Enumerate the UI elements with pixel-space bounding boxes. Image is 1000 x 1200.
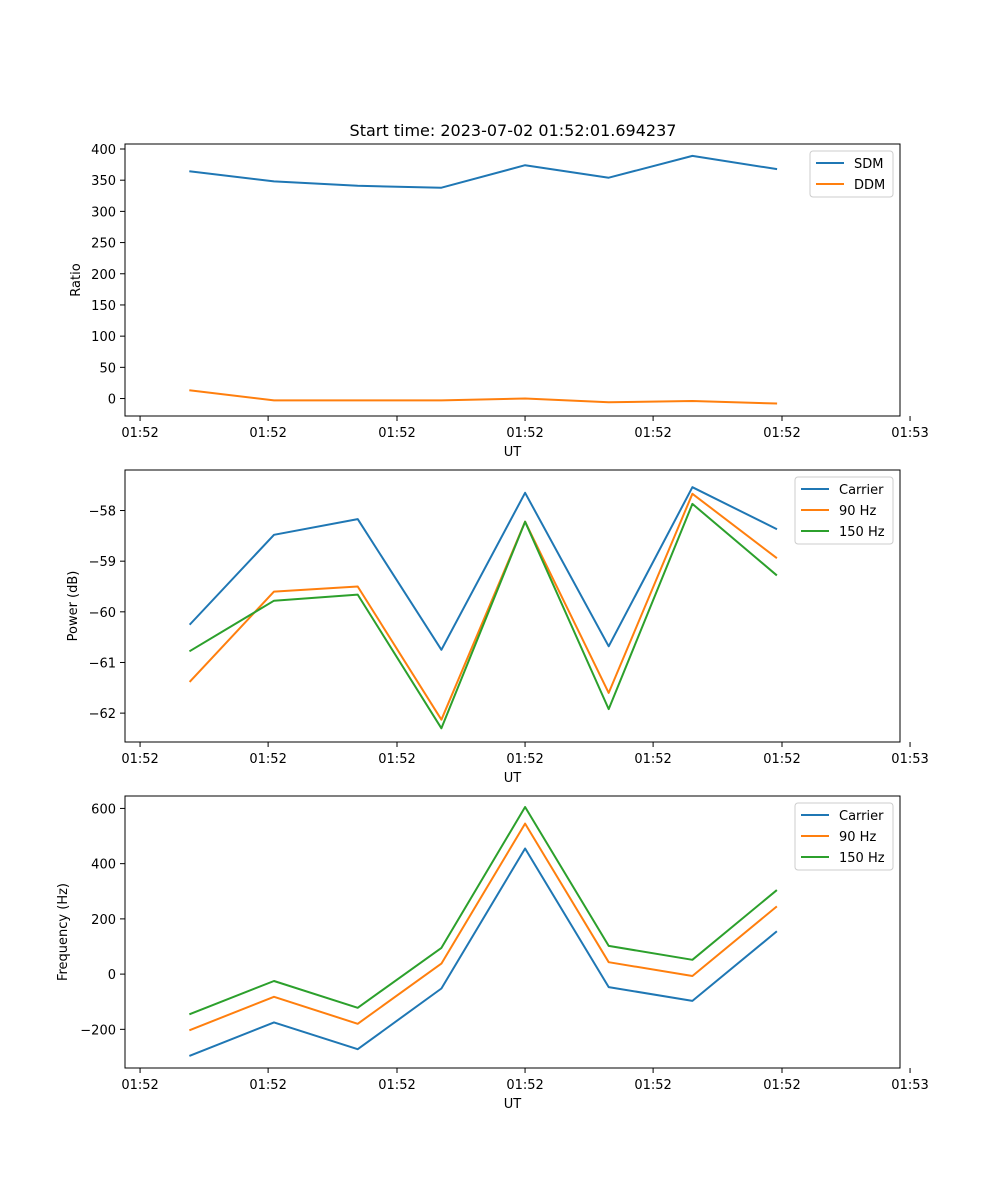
legend: SDM DDM [809, 150, 894, 198]
y-tick-label: −61 [89, 656, 116, 671]
y-tick-label: 0 [108, 968, 116, 983]
y-tick-label: 400 [91, 143, 116, 158]
x-tick-label: 01:52 [506, 426, 543, 441]
legend-entry: DDM [854, 178, 885, 193]
x-tick-label: 01:52 [634, 1078, 671, 1093]
legend-entry: 150 Hz [839, 525, 885, 540]
series-line-sdm [189, 154, 778, 189]
x-axis-label: UT [504, 1097, 522, 1112]
legend-frame [794, 802, 894, 871]
y-axis-label: Ratio [69, 263, 84, 296]
x-tick-label: 01:52 [634, 426, 671, 441]
x-tick-label: 01:52 [249, 752, 286, 767]
y-tick-label: 250 [91, 237, 116, 252]
series-line-150-hz [189, 806, 778, 1016]
y-tick-label: −59 [89, 555, 116, 570]
x-tick-label: 01:53 [891, 426, 928, 441]
series-line-150-hz [188, 502, 778, 730]
y-tick-label: 200 [91, 268, 116, 283]
x-axis-label: UT [504, 771, 522, 786]
series-line-90-hz [189, 822, 778, 1032]
plot-frame [124, 795, 901, 1069]
x-tick-label: 01:52 [378, 1078, 415, 1093]
chart-title: Start time: 2023-07-02 01:52:01.694237 [350, 121, 677, 140]
y-tick-label: −58 [89, 505, 116, 520]
series-line-carrier [188, 486, 778, 651]
legend-entry: SDM [854, 157, 883, 172]
plot-frame [124, 143, 901, 417]
legend: Carrier 90 Hz 150 Hz [794, 476, 894, 545]
x-tick-label: 01:52 [378, 752, 415, 767]
legend-entry: 90 Hz [839, 830, 876, 845]
y-tick-label: 100 [91, 330, 116, 345]
legend-frame [794, 476, 894, 545]
y-tick-label: 300 [91, 205, 116, 220]
series-line-carrier [189, 847, 778, 1057]
x-tick-label: 01:52 [506, 752, 543, 767]
y-axis-label: Power (dB) [66, 571, 81, 642]
y-tick-label: 200 [91, 913, 116, 928]
x-tick-label: 01:52 [121, 1078, 158, 1093]
legend: Carrier 90 Hz 150 Hz [794, 802, 894, 871]
legend-entry: 150 Hz [839, 851, 885, 866]
plot-frame [124, 469, 901, 743]
legend-entry: 90 Hz [839, 504, 876, 519]
x-tick-label: 01:52 [249, 426, 286, 441]
chart-panel-3: 01:52 01:52 01:52 01:52 01:52 01:52 01:53 −200 0… [56, 795, 929, 1112]
x-tick-label: 01:52 [763, 426, 800, 441]
y-tick-label: −62 [89, 707, 116, 722]
chart-panel-2: 01:52 01:52 01:52 01:52 01:52 01:52 01:53 −62 −6… [66, 469, 929, 786]
series-line-ddm [189, 389, 778, 405]
y-tick-label: 0 [108, 393, 116, 408]
x-tick-label: 01:52 [506, 1078, 543, 1093]
legend-entry: Carrier [839, 809, 884, 824]
y-tick-label: −60 [89, 606, 116, 621]
x-tick-label: 01:53 [891, 1078, 928, 1093]
x-tick-label: 01:52 [763, 752, 800, 767]
x-axis-label: UT [504, 445, 522, 460]
panels: 01:52 01:52 01:52 01:52 01:52 01:52 01:53 0 50 10… [56, 143, 929, 1112]
y-axis-label: Frequency (Hz) [56, 883, 71, 981]
y-tick-label: 150 [91, 299, 116, 314]
y-tick-label: 50 [99, 361, 116, 376]
x-tick-label: 01:52 [249, 1078, 286, 1093]
y-tick-label: 350 [91, 174, 116, 189]
x-tick-label: 01:52 [378, 426, 415, 441]
chart-panel-1: 01:52 01:52 01:52 01:52 01:52 01:52 01:53 0 50 10… [69, 143, 929, 460]
series-line-90-hz [188, 492, 778, 721]
x-tick-label: 01:52 [121, 752, 158, 767]
x-tick-label: 01:52 [763, 1078, 800, 1093]
y-tick-label: 400 [91, 858, 116, 873]
y-tick-label: 600 [91, 802, 116, 817]
y-tick-label: −200 [80, 1023, 116, 1038]
legend-entry: Carrier [839, 483, 884, 498]
x-tick-label: 01:52 [634, 752, 671, 767]
x-tick-label: 01:53 [891, 752, 928, 767]
x-tick-label: 01:52 [121, 426, 158, 441]
